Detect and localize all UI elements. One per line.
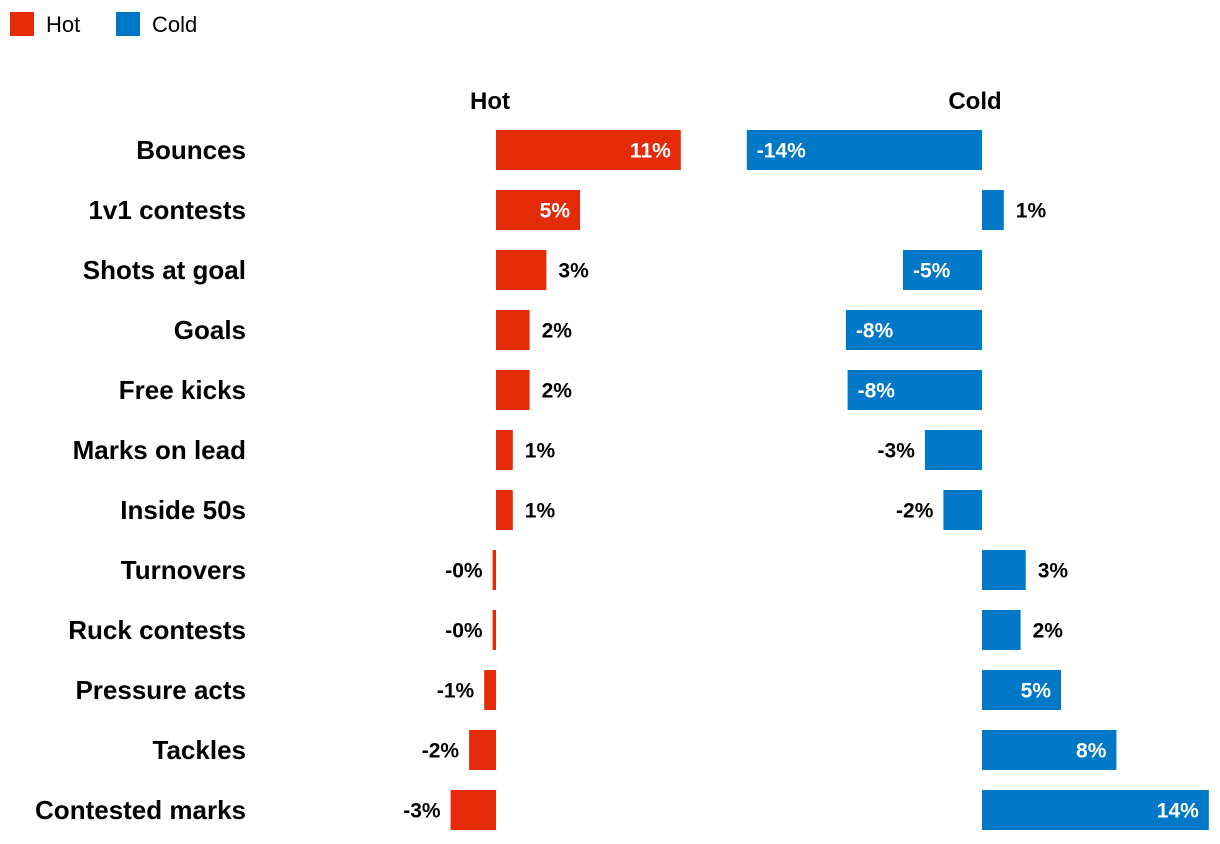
data-label-hot-goals: 2% bbox=[542, 320, 573, 343]
data-label-cold-ruck-contests: 2% bbox=[1033, 620, 1064, 643]
bar-cold-goals bbox=[845, 310, 982, 350]
bar-hot-1v1-contests bbox=[496, 190, 580, 230]
row-label-marks-on-lead: Marks on lead bbox=[73, 435, 246, 465]
data-labels: 11% -14% 5% 1% 3% -5% 2% -8% 2% -8% 1% -3% 1% -2% -0% 3… bbox=[403, 140, 1199, 823]
data-label-hot-pressure-acts: -1% bbox=[437, 680, 475, 703]
bar-hot-marks-on-lead bbox=[496, 430, 513, 470]
panel-title-hot: Hot bbox=[470, 88, 510, 115]
data-label-hot-free-kicks: 2% bbox=[542, 380, 573, 403]
row-label-goals: Goals bbox=[174, 315, 246, 345]
data-label-cold-turnovers: 3% bbox=[1038, 560, 1069, 583]
bar-cold-1v1-contests bbox=[982, 190, 1004, 230]
legend-swatch-cold bbox=[116, 12, 140, 36]
bar-cold-contested-marks bbox=[982, 790, 1209, 830]
data-label-cold-bounces: -14% bbox=[757, 140, 806, 163]
bar-cold-shots-at-goal bbox=[903, 250, 982, 290]
panel-titles: Hot Cold bbox=[470, 88, 1002, 115]
bar-hot-tackles bbox=[469, 730, 496, 770]
panel-title-cold: Cold bbox=[948, 88, 1001, 115]
bar-cold-free-kicks bbox=[847, 370, 982, 410]
row-label-inside-50s: Inside 50s bbox=[120, 495, 246, 525]
data-label-hot-contested-marks: -3% bbox=[403, 800, 441, 823]
data-label-cold-inside-50s: -2% bbox=[896, 500, 934, 523]
data-label-cold-tackles: 8% bbox=[1076, 740, 1107, 763]
bar-hot-turnovers bbox=[492, 550, 496, 590]
bar-hot-ruck-contests bbox=[492, 610, 496, 650]
bar-cold-marks-on-lead bbox=[924, 430, 982, 470]
row-label-tackles: Tackles bbox=[153, 735, 246, 765]
data-label-hot-shots-at-goal: 3% bbox=[558, 260, 589, 283]
bar-cold-tackles bbox=[982, 730, 1117, 770]
row-label-1v1-contests: 1v1 contests bbox=[88, 195, 246, 225]
row-label-shots-at-goal: Shots at goal bbox=[83, 255, 246, 285]
data-label-cold-pressure-acts: 5% bbox=[1021, 680, 1052, 703]
bars bbox=[450, 130, 1209, 830]
data-label-cold-marks-on-lead: -3% bbox=[878, 440, 916, 463]
row-label-pressure-acts: Pressure acts bbox=[75, 675, 246, 705]
data-label-hot-tackles: -2% bbox=[422, 740, 460, 763]
data-label-cold-goals: -8% bbox=[856, 320, 894, 343]
row-labels: Bounces 1v1 contests Shots at goal Goals Fre… bbox=[35, 135, 246, 825]
data-label-hot-ruck-contests: -0% bbox=[445, 620, 483, 643]
bar-hot-bounces bbox=[496, 130, 681, 170]
bar-cold-inside-50s bbox=[943, 490, 982, 530]
data-label-cold-free-kicks: -8% bbox=[858, 380, 896, 403]
data-label-hot-1v1-contests: 5% bbox=[540, 200, 571, 223]
row-label-ruck-contests: Ruck contests bbox=[68, 615, 246, 645]
bar-cold-turnovers bbox=[982, 550, 1026, 590]
data-label-cold-1v1-contests: 1% bbox=[1016, 200, 1047, 223]
bar-hot-free-kicks bbox=[496, 370, 530, 410]
bar-cold-bounces bbox=[746, 130, 982, 170]
row-label-turnovers: Turnovers bbox=[121, 555, 246, 585]
bar-hot-goals bbox=[496, 310, 530, 350]
data-label-hot-turnovers: -0% bbox=[445, 560, 483, 583]
bar-hot-shots-at-goal bbox=[496, 250, 547, 290]
data-label-cold-shots-at-goal: -5% bbox=[913, 260, 951, 283]
data-label-cold-contested-marks: 14% bbox=[1157, 800, 1199, 823]
legend-label-cold: Cold bbox=[152, 12, 197, 37]
bar-cold-ruck-contests bbox=[982, 610, 1021, 650]
bar-hot-pressure-acts bbox=[484, 670, 496, 710]
bar-hot-inside-50s bbox=[496, 490, 513, 530]
row-label-bounces: Bounces bbox=[136, 135, 246, 165]
data-label-hot-bounces: 11% bbox=[630, 140, 671, 163]
data-label-hot-marks-on-lead: 1% bbox=[525, 440, 556, 463]
bar-cold-pressure-acts bbox=[982, 670, 1061, 710]
row-label-free-kicks: Free kicks bbox=[119, 375, 246, 405]
row-label-contested-marks: Contested marks bbox=[35, 795, 246, 825]
data-label-hot-inside-50s: 1% bbox=[525, 500, 556, 523]
legend-label-hot: Hot bbox=[46, 12, 80, 37]
bar-hot-contested-marks bbox=[450, 790, 496, 830]
legend: Hot Cold bbox=[10, 12, 197, 37]
legend-swatch-hot bbox=[10, 12, 34, 36]
